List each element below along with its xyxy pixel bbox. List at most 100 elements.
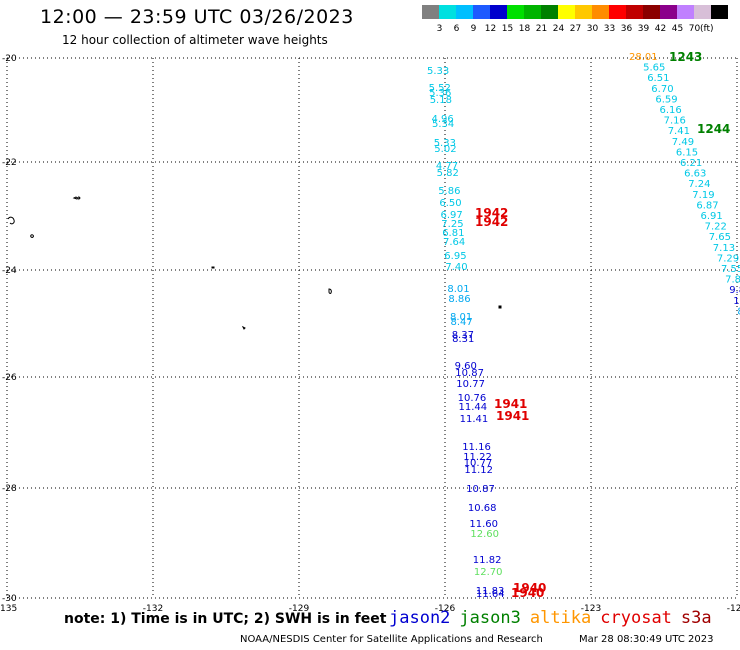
wave-height-label: 5.34	[432, 119, 454, 130]
wave-height-color-scale: 3 6 9 12 15 18 21 24 27 30 33 36 39 42 45 70 (ft)	[422, 5, 728, 34]
wave-height-label: 8.86	[448, 294, 470, 305]
pass-time-label: 1941	[496, 409, 529, 423]
wave-height-label: 11.22	[463, 452, 492, 463]
scale-swatch	[490, 5, 507, 19]
latitude-label: -24	[2, 266, 17, 276]
satellite-legend: jason2 jason3 altika cryosat s3a	[389, 608, 721, 628]
map-title: 12:00 — 23:59 UTC 03/26/2023	[40, 6, 354, 28]
scale-swatch	[694, 5, 711, 19]
axis-labels: -135 -132 -129 -126 -123 -120 -20 -22 -24 -26 -28 -…	[0, 54, 740, 614]
wave-height-label: 10.87	[466, 484, 495, 495]
wave-height-label: 7.49	[672, 137, 694, 148]
longitude-label: -135	[0, 604, 17, 614]
wave-height-label: 6.81	[442, 228, 464, 239]
scale-tick-label: 30	[587, 24, 599, 34]
wave-height-label: 7.16	[664, 116, 686, 127]
scale-tick-label: 6	[454, 24, 460, 34]
wave-height-label: 11.60	[469, 519, 498, 530]
scale-swatch	[473, 5, 490, 19]
wave-height-label: 7.19	[692, 190, 714, 201]
scale-tick-label: 3	[437, 24, 443, 34]
map-grid	[6, 57, 738, 599]
scale-swatch	[643, 5, 660, 19]
wave-height-label: 5.33	[434, 138, 456, 149]
wave-height-label: 6.70	[651, 84, 673, 95]
scale-tick-label: 70	[689, 24, 701, 34]
scale-swatch	[609, 5, 626, 19]
wave-height-label: 11.41	[460, 414, 489, 425]
wave-height-label: 8.01	[450, 312, 472, 323]
satellite-legend-jason3: jason3	[459, 608, 521, 628]
wave-height-label: 6.97	[441, 210, 463, 221]
satellite-track-b: 28.015.656.516.706.596.167.167.417.496.1…	[629, 50, 740, 317]
scale-tick-label: 42	[655, 24, 666, 34]
footer-note: note: 1) Time is in UTC; 2) SWH is in fe…	[64, 611, 387, 627]
scale-swatch	[660, 5, 677, 19]
longitude-label: -120	[727, 604, 740, 614]
island	[7, 216, 34, 238]
longitude-label: -123	[581, 604, 601, 614]
wave-height-label: 8	[737, 306, 740, 317]
longitude-label: -126	[435, 604, 456, 614]
wave-height-label: 11.83	[476, 586, 505, 597]
wave-height-label: 8.31	[452, 334, 474, 345]
scale-tick-label: 24	[553, 24, 565, 34]
wave-height-label: 7.24	[688, 179, 710, 190]
scale-tick-label: 15	[502, 24, 513, 34]
scale-tick-label: 12	[485, 24, 496, 34]
scale-tick-label: 27	[570, 24, 581, 34]
satellite-track-a: 5.335.525.365.184.965.345.335.024.775.82…	[427, 66, 546, 600]
pass-time-label: 1940	[511, 586, 544, 600]
scale-tick-label: 39	[638, 24, 650, 34]
pass-time-label: 1243	[669, 50, 702, 64]
latitude-label: -20	[2, 54, 17, 64]
wave-height-label: 9.60	[455, 361, 477, 372]
wave-height-label: 6.50	[439, 198, 461, 209]
wave-height-label: 6.95	[444, 251, 466, 262]
island	[328, 288, 332, 294]
wave-height-label: 8.01	[447, 284, 469, 295]
wave-height-label: 7.65	[709, 232, 731, 243]
wave-height-label: 8.37	[452, 330, 474, 341]
wave-height-label: 10.76	[458, 393, 487, 404]
pass-time-label: 1942	[475, 206, 508, 220]
wave-height-label: 6.21	[680, 158, 702, 169]
wave-height-label: 11.64	[476, 589, 505, 600]
scale-swatch	[711, 5, 728, 19]
wave-height-label: 5.33	[427, 66, 449, 77]
scale-swatch	[575, 5, 592, 19]
scale-swatch	[592, 5, 609, 19]
satellite-legend-altika: altika	[529, 608, 592, 628]
scale-tick-label: 9	[471, 24, 477, 34]
latitude-label: -30	[2, 594, 17, 604]
satellite-legend-s3a: s3a	[680, 608, 712, 628]
scale-unit-label: (ft)	[700, 24, 714, 34]
scale-swatch	[626, 5, 643, 19]
wave-height-label: 6.59	[655, 94, 677, 105]
island	[72, 195, 81, 201]
wave-height-label: 7.64	[443, 237, 465, 248]
pass-time-label: 1941	[494, 397, 527, 411]
wave-height-label: 7.22	[705, 222, 727, 233]
pass-time-label: 1942	[475, 215, 508, 229]
latitude-label: -26	[2, 373, 17, 383]
wave-height-label: 8.47	[451, 317, 473, 328]
wave-height-label: 5.86	[438, 186, 460, 197]
island	[241, 325, 246, 330]
wave-height-label: 6.51	[647, 73, 669, 84]
wave-height-label: 7.40	[445, 262, 467, 273]
wave-height-label: 10.77	[456, 379, 485, 390]
latitude-label: -22	[2, 158, 17, 168]
wave-height-label: 11	[733, 296, 740, 307]
satellite-legend-jason2: jason2	[389, 608, 451, 628]
wave-height-label: 11.12	[464, 465, 493, 476]
wave-height-label: 6.91	[701, 211, 723, 222]
scale-swatch	[456, 5, 473, 19]
wave-height-label: 10.77	[464, 458, 493, 469]
wave-height-label: 6.63	[684, 169, 706, 180]
wave-height-label: 5.02	[434, 144, 456, 155]
scale-swatch	[507, 5, 524, 19]
wave-height-label: 7.55	[721, 264, 740, 275]
scale-swatch	[558, 5, 575, 19]
